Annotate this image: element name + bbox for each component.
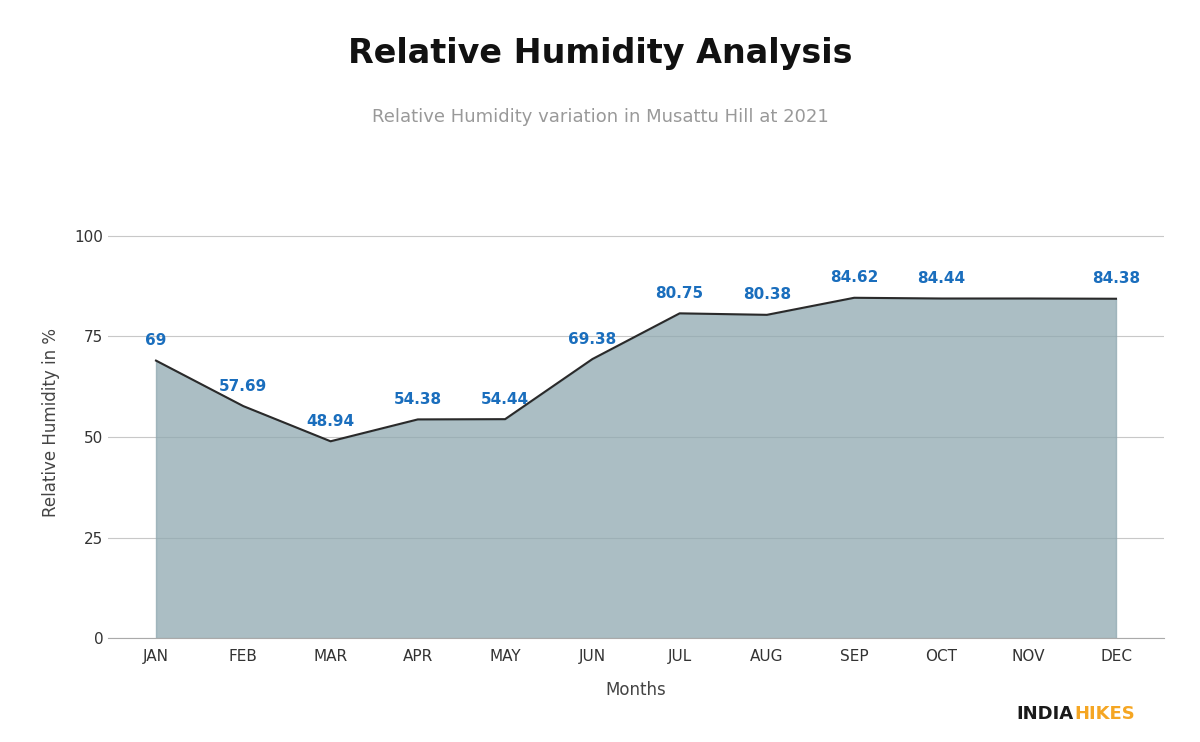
Text: 84.62: 84.62 [830,270,878,285]
Y-axis label: Relative Humidity in %: Relative Humidity in % [42,329,60,517]
Text: INDIA: INDIA [1016,706,1074,723]
Text: 54.38: 54.38 [394,392,442,407]
Text: 84.44: 84.44 [917,271,966,286]
Text: Relative Humidity Analysis: Relative Humidity Analysis [348,37,852,70]
Text: 57.69: 57.69 [220,378,268,393]
X-axis label: Months: Months [606,681,666,699]
Text: Relative Humidity variation in Musattu Hill at 2021: Relative Humidity variation in Musattu H… [372,108,828,125]
Text: 48.94: 48.94 [306,414,355,429]
Text: 80.38: 80.38 [743,287,791,302]
Text: 84.38: 84.38 [1092,272,1140,286]
Text: 80.75: 80.75 [655,286,703,301]
Text: HIKES: HIKES [1074,706,1135,723]
Text: 69: 69 [145,333,167,348]
Text: 69.38: 69.38 [569,332,617,347]
Text: 54.44: 54.44 [481,392,529,407]
